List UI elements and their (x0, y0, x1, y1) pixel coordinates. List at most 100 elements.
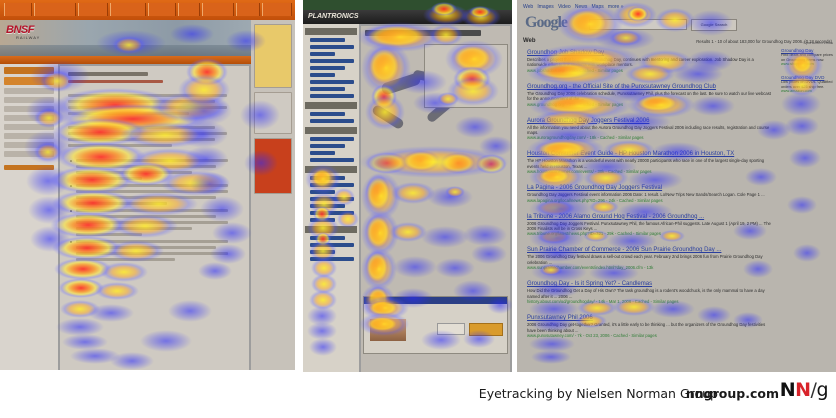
result-item[interactable]: Groundhog Job Shadow Day Describes a pro… (527, 49, 775, 74)
tab-video[interactable]: Video (557, 4, 571, 10)
panel-1-sidebar[interactable] (0, 64, 58, 370)
ad-item[interactable]: Groundhog Day Find deals and compare pri… (781, 48, 833, 66)
certification-promo[interactable] (254, 138, 292, 194)
sidebar-item-officers[interactable] (4, 97, 54, 103)
sidebar-link-18[interactable] (310, 190, 336, 194)
sidebar-link-25[interactable] (310, 250, 336, 254)
sidebar-item-vision-values[interactable] (4, 77, 54, 85)
result-title[interactable]: Punxsutawney Phil 2006 (527, 315, 593, 322)
sidebar-link-20[interactable] (310, 204, 345, 208)
hot-stuff-promo[interactable] (254, 24, 292, 88)
sidebar-link-12[interactable] (310, 137, 354, 141)
result-url: history.about.com/od/groundhogday/ - 14k… (527, 299, 679, 305)
result-title[interactable]: Groundhog Job Shadow Day (527, 50, 605, 56)
panel-1-subnav[interactable] (0, 56, 295, 64)
sidebar-divider (4, 165, 54, 170)
sidebar-link-14[interactable] (310, 151, 336, 155)
sidebar-link-7[interactable] (310, 80, 354, 84)
sidebar-item-locations[interactable] (4, 133, 54, 139)
sidebar-link-5[interactable] (310, 66, 345, 70)
sidebar-item-company-history[interactable] (4, 88, 54, 94)
sidebar-link-22[interactable] (310, 218, 336, 222)
sidebar-link-19[interactable] (310, 197, 354, 201)
sidebar-link-9[interactable] (310, 94, 354, 98)
quick-links-box[interactable] (254, 92, 292, 134)
logo-n2: N (795, 379, 811, 401)
sidebar-link-2[interactable] (310, 45, 354, 49)
result-url: www.sunprairiechamber.com/events/index.h… (527, 265, 654, 271)
result-title[interactable]: Sun Prairie Chamber of Commerce - 2006 S… (527, 247, 722, 254)
result-title[interactable]: Groundhog.org - the Official Site of the… (527, 83, 717, 90)
sidebar-item-store[interactable] (4, 151, 54, 157)
result-url: www.tribune.org/latest/news.php?ID=321 -… (527, 231, 661, 237)
tab-more[interactable]: more » (607, 4, 624, 10)
panel-2-sidebar[interactable] (303, 24, 359, 372)
result-title[interactable]: La Pagina - 2006 Groundhog Day Joggers F… (527, 185, 663, 192)
nng-logo: NN/g (779, 379, 829, 401)
tab-images[interactable]: Images (537, 4, 554, 10)
product-listing-row[interactable] (363, 296, 508, 354)
sidebar-link-23[interactable] (310, 236, 345, 240)
result-item[interactable]: Sun Prairie Chamber of Commerce - 2006 S… (527, 246, 775, 271)
tab-maps[interactable]: Maps (591, 4, 604, 10)
logo-n1: N (779, 379, 796, 401)
panel-product-detail-page: PLANTRONICS (303, 0, 512, 372)
sidebar-item-employment[interactable] (4, 142, 54, 148)
ad-description: Low prices on DVDs. Qualified orders ove… (781, 80, 833, 89)
result-item[interactable]: Punxsutawney Phil 2006 2006 Groundhog Da… (527, 314, 775, 339)
sidebar-link-11[interactable] (310, 119, 354, 123)
sidebar-link-6[interactable] (310, 73, 336, 77)
result-item[interactable]: la Tribune - 2006 Alamo Ground Hog Festi… (527, 213, 775, 238)
tab-web[interactable]: Web (523, 4, 534, 10)
result-item[interactable]: La Pagina - 2006 Groundhog Day Joggers F… (527, 184, 775, 203)
result-url: www.groundhog.org/ - 12k - Cached - Simi… (527, 101, 624, 107)
caption-website: nngroup.com (685, 386, 779, 401)
result-item[interactable]: Houston Consumer Event Guide - HP Housto… (527, 150, 775, 175)
sidebar-item-about[interactable] (4, 67, 54, 74)
sidebar-item-contact[interactable] (4, 124, 54, 130)
figure-caption: Eyetracking by Nielsen Norman Group nngr… (0, 372, 836, 418)
panel-1-right-rail (251, 20, 295, 370)
result-item[interactable]: Groundhog Day - Is it Spring Yet? - Cand… (527, 280, 775, 305)
add-to-cart-button[interactable] (469, 323, 503, 336)
details-button[interactable] (437, 323, 465, 335)
sidebar-link-17[interactable] (310, 183, 354, 187)
panel-2-page: PLANTRONICS (303, 0, 512, 372)
caption-credit: Eyetracking by Nielsen Norman Group (478, 386, 718, 401)
result-url: www.lapagina.org/local/news.php?ID=296 -… (527, 197, 663, 203)
search-input[interactable] (589, 19, 687, 30)
sidebar-link-21[interactable] (310, 211, 354, 215)
sidebar-link-10[interactable] (310, 112, 345, 116)
panel-3-page: Web Images Video News Maps more » Google… (517, 0, 836, 372)
sidebar-link-4[interactable] (310, 59, 354, 63)
sidebar-item-timeline[interactable] (4, 106, 54, 112)
result-title[interactable]: la Tribune - 2006 Alamo Ground Hog Festi… (527, 213, 705, 220)
product-callout-card[interactable] (424, 44, 508, 108)
page-subtitle (68, 80, 164, 83)
search-logo: Google (525, 14, 568, 31)
sidebar-link-16[interactable] (310, 176, 345, 180)
logo-slash: / (810, 379, 817, 401)
sidebar-link-3[interactable] (310, 52, 336, 56)
tab-news[interactable]: News (574, 4, 588, 10)
sidebar-link-13[interactable] (310, 144, 345, 148)
result-title[interactable]: Houston Consumer Event Guide - HP Housto… (527, 151, 735, 158)
sidebar-link-24[interactable] (310, 243, 354, 247)
search-button[interactable]: Google Search (691, 19, 737, 31)
ad-item[interactable]: Groundhog Day DVD Low prices on DVDs. Qu… (781, 75, 833, 93)
sidebar-item-community[interactable] (4, 115, 54, 121)
sidebar-link-26[interactable] (310, 257, 354, 261)
search-nav-tabs[interactable]: Web Images Video News Maps more » (523, 4, 623, 10)
sidebar-link-8[interactable] (310, 87, 345, 91)
results-count: Results 1 - 10 of about 183,000 for Grou… (696, 39, 832, 44)
sidebar-section-office (305, 102, 357, 109)
ad-url: www.shopping.com (781, 62, 814, 67)
sidebar-link-15[interactable] (310, 158, 354, 162)
panel-1-topnav[interactable] (0, 0, 295, 20)
result-item[interactable]: Groundhog.org - the Official Site of the… (527, 83, 775, 108)
sidebar-link-1[interactable] (310, 38, 345, 42)
result-title[interactable]: Groundhog Day - Is it Spring Yet? - Cand… (527, 281, 653, 288)
result-title[interactable]: Aurora Groundhog Day Joggers Festival 20… (527, 117, 650, 124)
result-item[interactable]: Aurora Groundhog Day Joggers Festival 20… (527, 117, 775, 142)
sidebar-section-computer (305, 127, 357, 134)
